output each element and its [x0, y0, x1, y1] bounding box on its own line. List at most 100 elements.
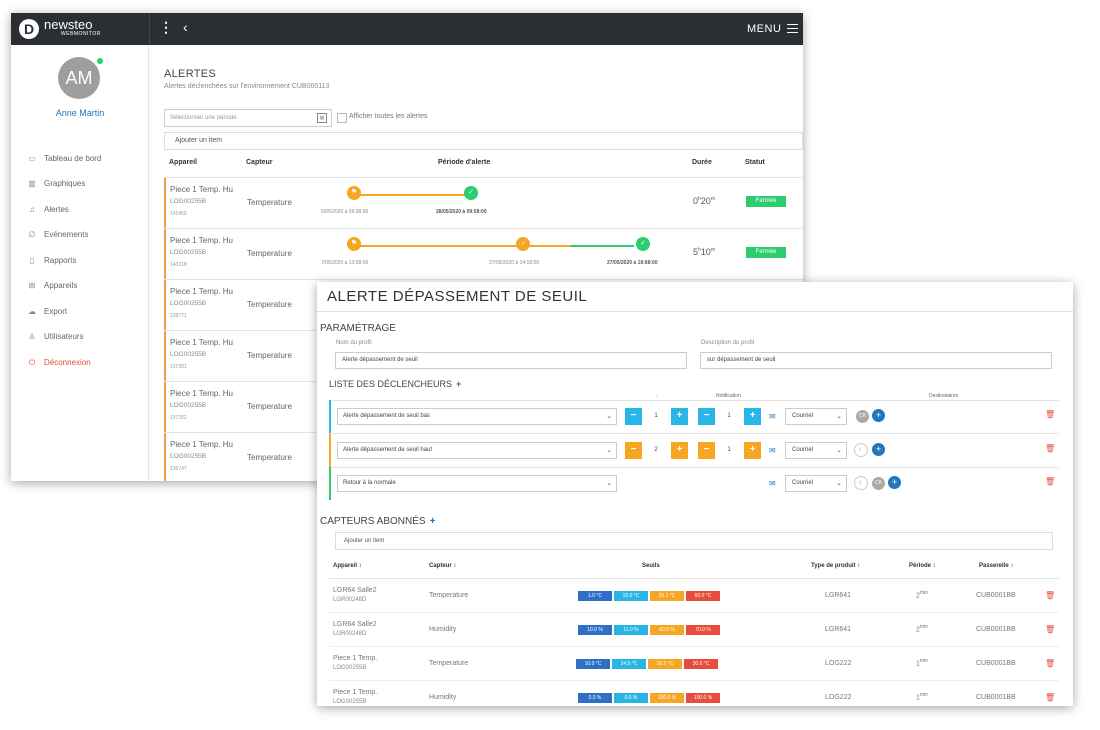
- trigger-row[interactable]: Retour à la normale ⌄ ✉ Courriel ⌄ ☾ CK + …: [329, 467, 1059, 500]
- sidebar-item-label: Export: [44, 307, 68, 316]
- sidebar-item-export[interactable]: ☁ Export: [27, 305, 67, 319]
- sidebar-item-devices[interactable]: ⊞ Appareils: [27, 279, 78, 293]
- header-sensor[interactable]: Capteur ↕: [429, 563, 457, 569]
- sensor-code: LGR00248D: [333, 597, 367, 603]
- table-row[interactable]: LGR64 Salle2 LGR00248D Temperature 1.0 °…: [329, 579, 1059, 613]
- trigger-select[interactable]: Retour à la normale ⌄: [337, 475, 617, 492]
- row-sensor: Temperature: [247, 300, 292, 309]
- calendar-icon[interactable]: ▦: [317, 113, 327, 123]
- row-id: 138771: [170, 313, 187, 319]
- increment-button[interactable]: +: [744, 408, 761, 425]
- trash-icon[interactable]: 🗑: [1045, 693, 1056, 702]
- header-type[interactable]: Type de produit ↕: [811, 563, 861, 569]
- period-value: 1min: [916, 692, 928, 702]
- trash-icon[interactable]: 🗑: [1045, 444, 1056, 453]
- sidebar-item-charts[interactable]: ▥ Graphiques: [27, 177, 85, 191]
- table-row[interactable]: Piece 1 Temp. Hu LOG00255B 140318 Temper…: [164, 229, 803, 279]
- decrement-button[interactable]: −: [698, 442, 715, 459]
- profile-desc-input[interactable]: sur dépassement de seuil: [700, 352, 1052, 369]
- recipient-avatar[interactable]: CK: [856, 410, 869, 423]
- recipient-avatar[interactable]: CK: [872, 477, 885, 490]
- stepper-value[interactable]: 1: [727, 447, 731, 453]
- product-type: LOG222: [825, 694, 852, 701]
- threshold-chip: 60.0 °C: [686, 591, 720, 601]
- header-status[interactable]: Statut: [745, 159, 765, 166]
- trash-icon[interactable]: 🗑: [1045, 410, 1056, 419]
- sidebar-item-events[interactable]: ∅ Evénements: [27, 228, 89, 242]
- table-row[interactable]: Piece 1 Temp. LOG00255B Temperature 10.0…: [329, 647, 1059, 681]
- channel-select[interactable]: Courriel ⌄: [785, 475, 847, 492]
- header-period[interactable]: Période d'alerte: [438, 159, 491, 166]
- row-id: 137281: [170, 364, 187, 370]
- timeline-segment: [354, 245, 634, 247]
- stepper-value[interactable]: 1: [654, 413, 658, 419]
- timeline-start: 7/05/2020 à 13:58:00: [321, 260, 369, 266]
- row-sensor: Temperature: [247, 198, 292, 207]
- profile-name-input[interactable]: Alerte dépassement de seuil: [335, 352, 687, 369]
- trigger-select-value: Retour à la normale: [343, 480, 396, 486]
- add-recipient-button[interactable]: +: [872, 409, 885, 422]
- add-sensor-input[interactable]: Ajouter un item: [335, 532, 1053, 550]
- decrement-button[interactable]: −: [625, 442, 642, 459]
- channel-select[interactable]: Courriel ⌄: [785, 408, 847, 425]
- add-recipient-button[interactable]: +: [872, 443, 885, 456]
- table-row[interactable]: LGR64 Salle2 LGR00248D Humidity 10.0 % 1…: [329, 613, 1059, 647]
- channel-select[interactable]: Courriel ⌄: [785, 442, 847, 459]
- table-row[interactable]: Piece 1 Temp. Hu LOG00255B 137252 Temper…: [164, 382, 803, 432]
- header-duration[interactable]: Durée: [692, 159, 712, 166]
- header-device[interactable]: Appareil ↕: [333, 563, 362, 569]
- period-input[interactable]: Sélectionner une période ▦: [164, 109, 332, 127]
- row-sensor: Temperature: [247, 249, 292, 258]
- show-all-checkbox[interactable]: [337, 113, 347, 123]
- header-gateway[interactable]: Passerelle ↕: [979, 563, 1014, 569]
- table-row[interactable]: Piece 1 Temp. Hu LOG00255B 138771 Temper…: [164, 280, 803, 330]
- add-item-input[interactable]: Ajouter un item: [164, 132, 803, 150]
- monitor-icon: ▭: [28, 154, 36, 163]
- divider: [329, 433, 1059, 434]
- trash-icon[interactable]: 🗑: [1045, 591, 1056, 600]
- trash-icon[interactable]: 🗑: [1045, 477, 1056, 486]
- header-period[interactable]: Période ↕: [909, 563, 936, 569]
- trash-icon[interactable]: 🗑: [1045, 659, 1056, 668]
- trigger-row[interactable]: Alerte dépassement de seuil haut ⌄ − 2 + …: [329, 434, 1059, 467]
- row-code: LOG00255B: [170, 198, 207, 205]
- table-row[interactable]: Piece 1 Temp. LOG00255B Humidity 0.0 % 0…: [329, 681, 1059, 706]
- show-all-label[interactable]: Afficher toutes les alertes: [349, 113, 428, 120]
- row-id: 140318: [170, 262, 187, 268]
- sidebar-item-alerts[interactable]: ♫ Alertes: [27, 203, 69, 217]
- decrement-button[interactable]: −: [698, 408, 715, 425]
- row-code: LOG00255B: [170, 402, 207, 409]
- header-device[interactable]: Appareil: [169, 159, 198, 166]
- hamburger-icon[interactable]: [787, 22, 798, 34]
- increment-button[interactable]: +: [744, 442, 761, 459]
- back-arrow-icon[interactable]: ‹: [183, 19, 188, 35]
- trigger-select[interactable]: Alerte dépassement de seuil bas ⌄: [337, 408, 617, 425]
- add-trigger-icon[interactable]: +: [456, 379, 462, 389]
- table-row[interactable]: Piece 1 Temp. Hu LOG00255B 136747 Temper…: [164, 433, 803, 481]
- menu-label[interactable]: MENU: [747, 23, 782, 35]
- increment-button[interactable]: +: [671, 442, 688, 459]
- add-sensor-icon[interactable]: +: [429, 516, 436, 527]
- table-row[interactable]: Piece 1 Temp. Hu LOG00255B 137281 Temper…: [164, 331, 803, 381]
- trigger-select[interactable]: Alerte dépassement de seuil haut ⌄: [337, 442, 617, 459]
- add-recipient-button[interactable]: +: [888, 476, 901, 489]
- chevron-down-icon: ⌄: [836, 413, 842, 420]
- envelope-icon: ✉: [769, 412, 776, 421]
- sidebar-item-users[interactable]: ♙ Utilisateurs: [27, 330, 83, 344]
- stepper-value[interactable]: 2: [654, 447, 658, 453]
- decrement-button[interactable]: −: [625, 408, 642, 425]
- trash-icon[interactable]: 🗑: [1045, 625, 1056, 634]
- sensor-device: Piece 1 Temp.: [333, 689, 378, 696]
- user-name[interactable]: Anne Martin: [55, 108, 105, 118]
- header-sensor[interactable]: Capteur: [246, 159, 273, 166]
- status-badge: Fermée: [746, 196, 786, 207]
- table-row[interactable]: Piece 1 Temp. Hu LOG00255B 141455 Temper…: [164, 178, 803, 228]
- stepper-value[interactable]: 1: [727, 413, 731, 419]
- kebab-menu-icon[interactable]: ⋮: [159, 19, 173, 35]
- increment-button[interactable]: +: [671, 408, 688, 425]
- sidebar-item-dashboard[interactable]: ▭ Tableau de bord: [27, 152, 101, 166]
- trigger-row[interactable]: Alerte dépassement de seuil bas ⌄ − 1 + −…: [329, 400, 1059, 433]
- sidebar-item-reports[interactable]: ▯ Rapports: [27, 254, 77, 268]
- sidebar-item-logout[interactable]: ⏻ Déconnexion: [27, 356, 91, 370]
- avatar[interactable]: AM: [58, 57, 100, 99]
